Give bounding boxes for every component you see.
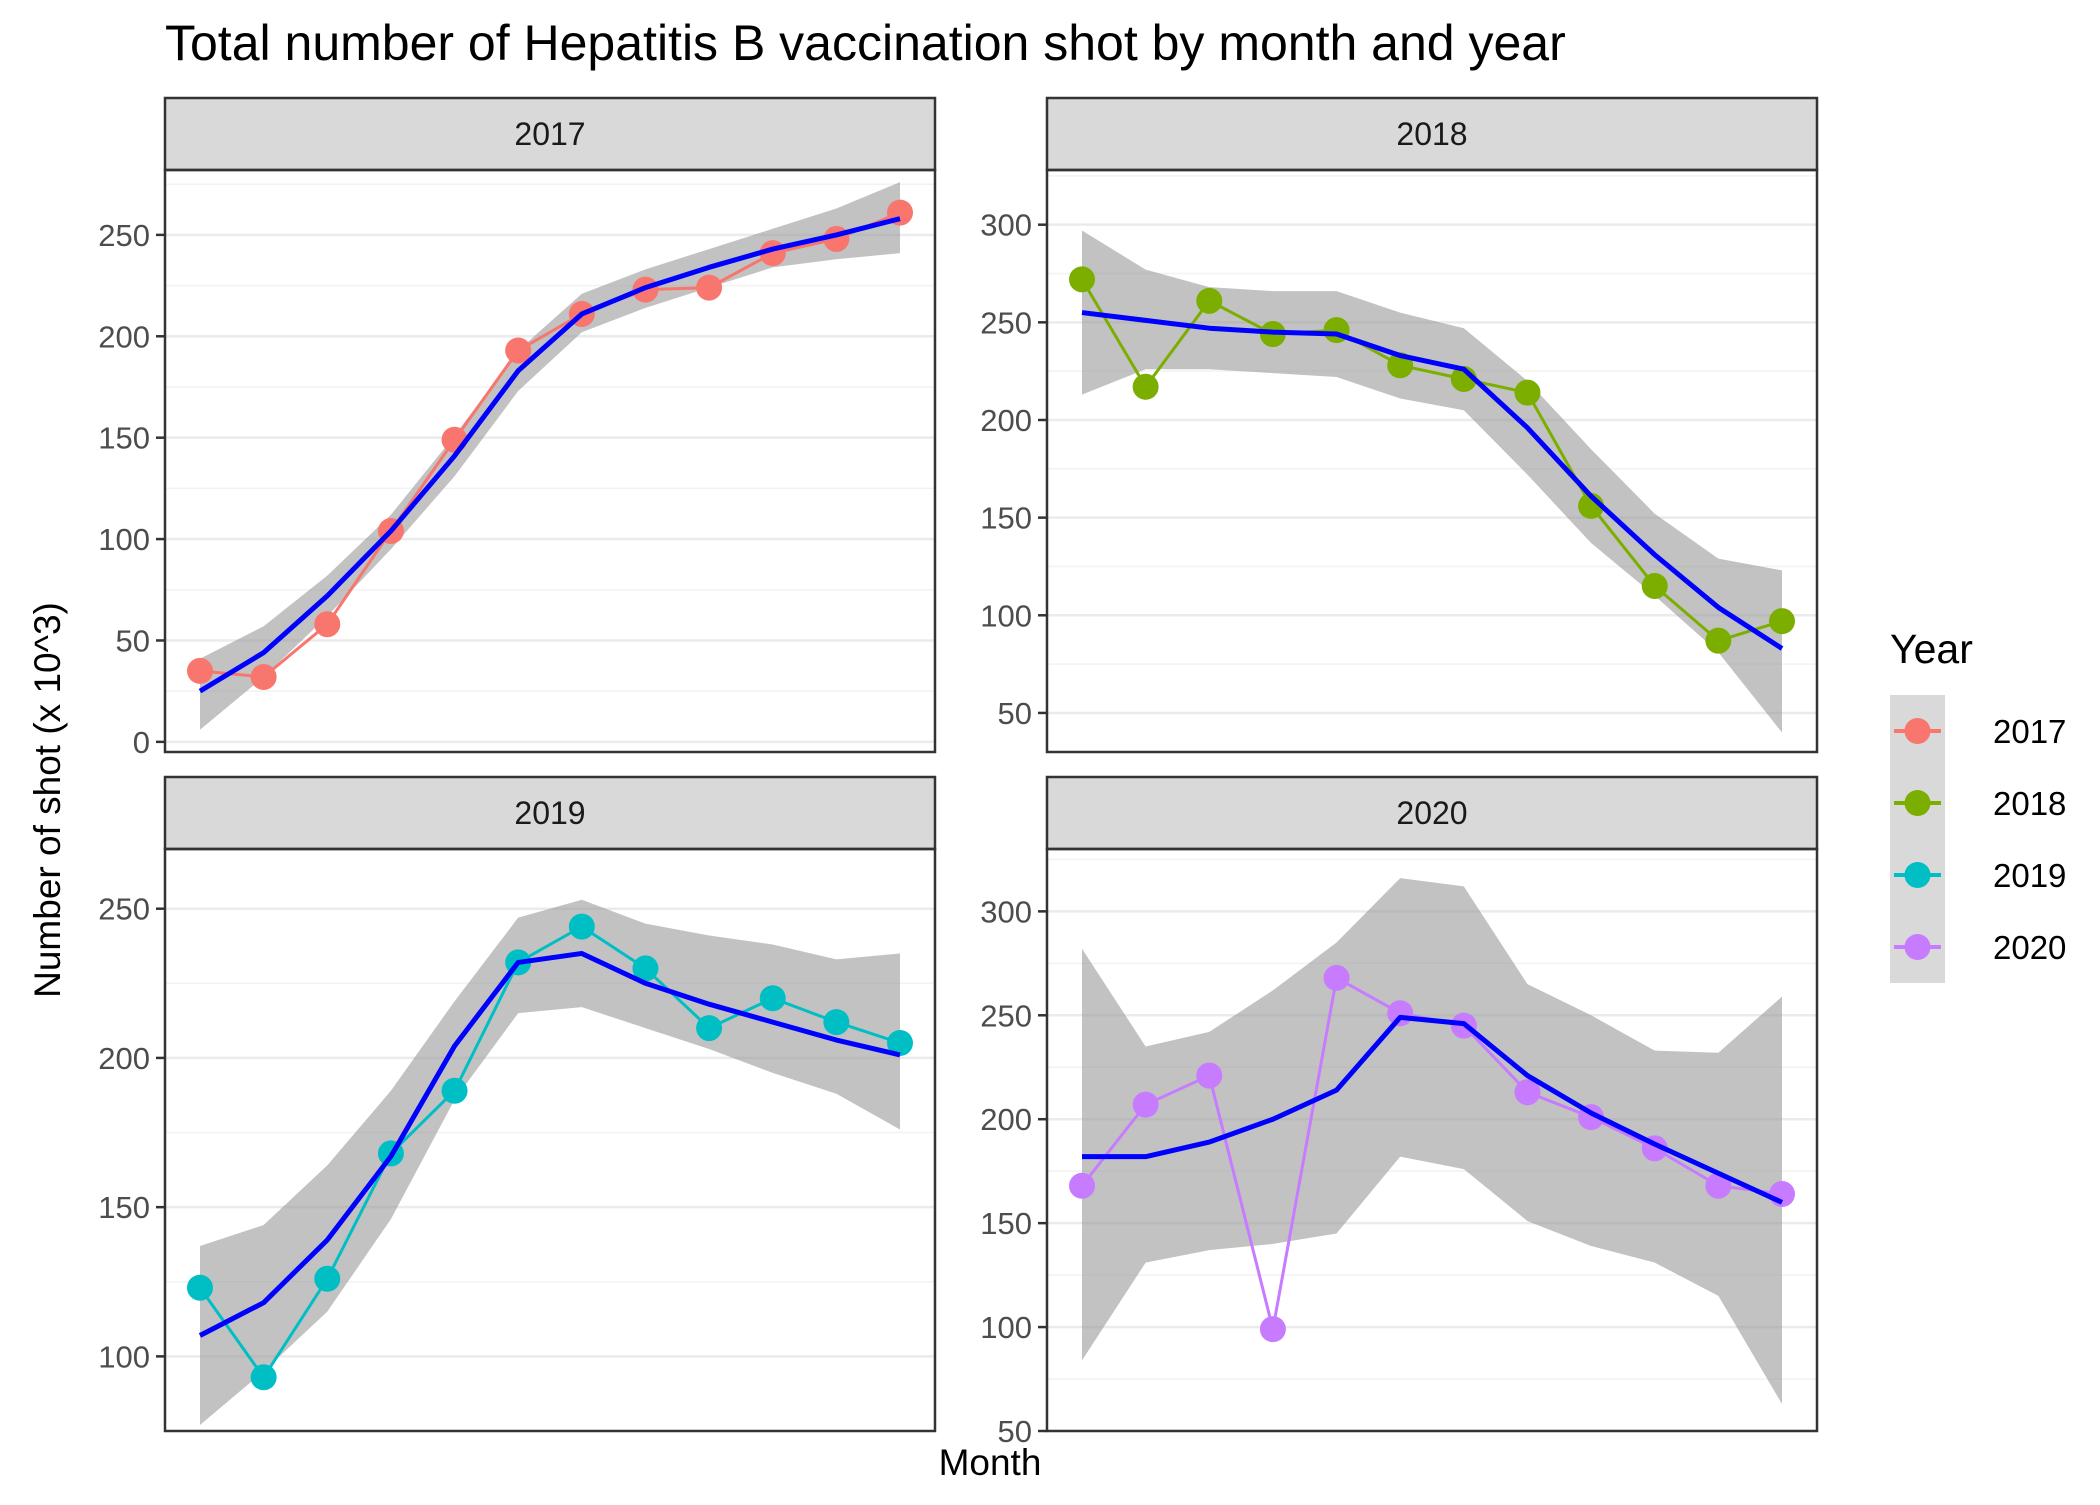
- legend-label: 2018: [1993, 785, 2066, 822]
- y-tick-label: 100: [980, 598, 1032, 633]
- legend-label: 2019: [1993, 857, 2066, 894]
- y-tick-label: 200: [980, 403, 1032, 438]
- y-tick-label: 0: [133, 725, 150, 760]
- legend-entry-2018: 2018: [1890, 767, 2066, 839]
- data-point: [1705, 627, 1732, 654]
- y-tick-label: 250: [980, 305, 1032, 340]
- data-point: [759, 985, 786, 1012]
- x-axis-label: Month: [939, 1442, 1042, 1483]
- y-tick-label: 300: [980, 208, 1032, 243]
- data-point: [1769, 608, 1795, 635]
- smooth-line: [198, 950, 901, 1338]
- data-point: [1069, 266, 1095, 293]
- y-tick-label: 150: [980, 1206, 1032, 1241]
- data-point: [1132, 373, 1159, 400]
- confidence-band: [200, 182, 900, 730]
- legend-entry-2017: 2017: [1890, 695, 2066, 767]
- panel-border: [163, 168, 937, 754]
- data-point: [1514, 379, 1541, 406]
- legend-entry-2019: 2019: [1890, 839, 2066, 911]
- data-point: [1514, 1079, 1541, 1106]
- panel-border: [1045, 168, 1819, 754]
- legend-label: 2017: [1993, 713, 2066, 750]
- panel-border: [163, 847, 937, 1433]
- data-point: [632, 955, 659, 982]
- data-point: [187, 1274, 213, 1301]
- data-point: [250, 663, 277, 690]
- y-tick-label: 100: [98, 522, 150, 557]
- series-line-2018: [1080, 278, 1783, 643]
- facet-panel-2019: 2019 100 150 200 250: [98, 775, 937, 1433]
- data-point: [187, 657, 213, 684]
- data-point: [1196, 287, 1223, 314]
- data-point: [505, 337, 532, 364]
- y-tick-label: 50: [116, 623, 150, 658]
- y-tick-label: 50: [998, 696, 1032, 731]
- data-point: [1705, 1172, 1732, 1199]
- data-point: [568, 913, 595, 940]
- legend-key-point: [1904, 862, 1931, 888]
- y-tick-label: 100: [98, 1339, 150, 1374]
- legend-title: Year: [1890, 626, 1973, 672]
- y-tick-label: 150: [980, 501, 1032, 536]
- data-point: [250, 1364, 277, 1391]
- data-point: [1259, 1316, 1286, 1343]
- data-point: [1069, 1172, 1095, 1199]
- facet-panel-2020: 2020 50 100 150 200 250 300: [980, 775, 1819, 1449]
- panel-border: [1045, 847, 1819, 1433]
- y-axis-label: Number of shot (x 10^3): [27, 602, 68, 998]
- chart-title: Total number of Hepatitis B vaccination …: [165, 15, 1566, 71]
- facet-strip: [1045, 775, 1819, 851]
- data-point: [441, 1077, 468, 1104]
- facet-strip-label: 2020: [1396, 795, 1467, 831]
- y-tick-label: 200: [98, 319, 150, 354]
- data-point: [1196, 1062, 1223, 1089]
- smooth-line: [1082, 1014, 1784, 1205]
- data-point: [1323, 964, 1350, 991]
- legend-entry-2020: 2020: [1890, 911, 2066, 983]
- facet-strip-label: 2017: [514, 116, 585, 152]
- facet-panel-2017: 2017 0 50 100 150 200 250: [98, 96, 937, 760]
- legend: 2017 2018 2019 2020: [1890, 695, 2066, 983]
- legend-key-point: [1904, 790, 1931, 816]
- data-point: [696, 1015, 723, 1042]
- data-point: [314, 611, 341, 638]
- y-tick-label: 200: [98, 1041, 150, 1076]
- data-point: [1769, 1181, 1795, 1208]
- data-point: [696, 274, 723, 301]
- facet-panels: 2017 0 50 100 150 200 250 2018 50 100 150 200 250 300…: [98, 96, 1819, 1449]
- data-point: [1641, 572, 1668, 599]
- facet-strip: [163, 775, 937, 851]
- smooth-line: [198, 216, 901, 694]
- data-point: [1387, 1000, 1414, 1027]
- y-tick-label: 300: [980, 894, 1032, 929]
- y-tick-label: 250: [98, 218, 150, 253]
- legend-key-point: [1904, 718, 1931, 744]
- confidence-band: [200, 899, 900, 1426]
- facet-strip: [1045, 96, 1819, 172]
- y-tick-label: 100: [980, 1310, 1032, 1345]
- facet-strip-label: 2019: [514, 795, 585, 831]
- y-tick-label: 200: [980, 1102, 1032, 1137]
- y-tick-label: 250: [980, 998, 1032, 1033]
- data-point: [1132, 1091, 1159, 1118]
- legend-label: 2020: [1993, 929, 2066, 966]
- legend-key-point: [1904, 934, 1931, 960]
- facet-panel-2018: 2018 50 100 150 200 250 300: [980, 96, 1819, 754]
- y-tick-label: 150: [98, 421, 150, 456]
- minor-gridlines: [165, 183, 935, 692]
- y-tick-label: 50: [998, 1414, 1032, 1449]
- y-tick-label: 150: [98, 1190, 150, 1225]
- smooth-line: [1081, 310, 1784, 651]
- confidence-band: [1082, 230, 1782, 733]
- confidence-band: [1082, 878, 1782, 1404]
- data-point: [823, 1009, 850, 1036]
- data-point: [314, 1265, 341, 1292]
- facet-strip-label: 2018: [1396, 116, 1467, 152]
- facet-strip: [163, 96, 937, 172]
- data-point: [887, 1030, 913, 1056]
- y-tick-label: 250: [98, 892, 150, 927]
